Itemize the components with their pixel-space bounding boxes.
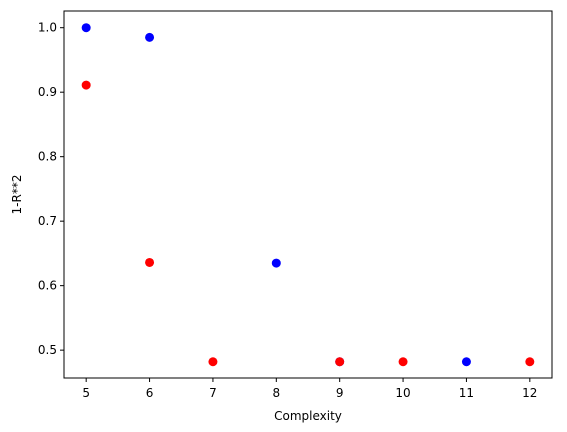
x-axis-label: Complexity bbox=[274, 409, 342, 423]
y-tick-label: 1.0 bbox=[38, 21, 57, 35]
y-tick-label: 0.6 bbox=[38, 279, 57, 293]
y-axis-label: 1-R**2 bbox=[10, 175, 24, 215]
data-point-series-2 bbox=[81, 80, 91, 90]
data-point-series-1 bbox=[81, 23, 91, 33]
x-tick-label: 5 bbox=[82, 386, 90, 400]
data-points bbox=[81, 23, 535, 367]
data-point-series-2 bbox=[335, 357, 345, 367]
y-tick-label: 0.5 bbox=[38, 343, 57, 357]
data-point-series-1 bbox=[145, 32, 155, 42]
data-point-series-2 bbox=[208, 357, 218, 367]
x-tick-label: 9 bbox=[336, 386, 344, 400]
y-axis: 0.5 0.6 0.7 0.8 0.9 1.0 bbox=[38, 21, 64, 357]
y-tick-label: 0.8 bbox=[38, 150, 57, 164]
data-point-series-2 bbox=[525, 357, 535, 367]
data-point-series-1 bbox=[271, 258, 281, 268]
y-tick-label: 0.9 bbox=[38, 85, 57, 99]
data-point-series-2 bbox=[398, 357, 408, 367]
y-tick-label: 0.7 bbox=[38, 214, 57, 228]
x-tick-label: 11 bbox=[459, 386, 474, 400]
x-tick-label: 6 bbox=[146, 386, 154, 400]
data-point-series-1 bbox=[461, 357, 471, 367]
x-tick-label: 10 bbox=[395, 386, 410, 400]
x-tick-label: 8 bbox=[272, 386, 280, 400]
x-axis: 5 6 7 8 9 10 11 12 bbox=[82, 378, 537, 400]
x-tick-label: 7 bbox=[209, 386, 217, 400]
x-tick-label: 12 bbox=[522, 386, 537, 400]
plot-frame bbox=[63, 10, 553, 379]
data-point-series-2 bbox=[145, 257, 155, 267]
